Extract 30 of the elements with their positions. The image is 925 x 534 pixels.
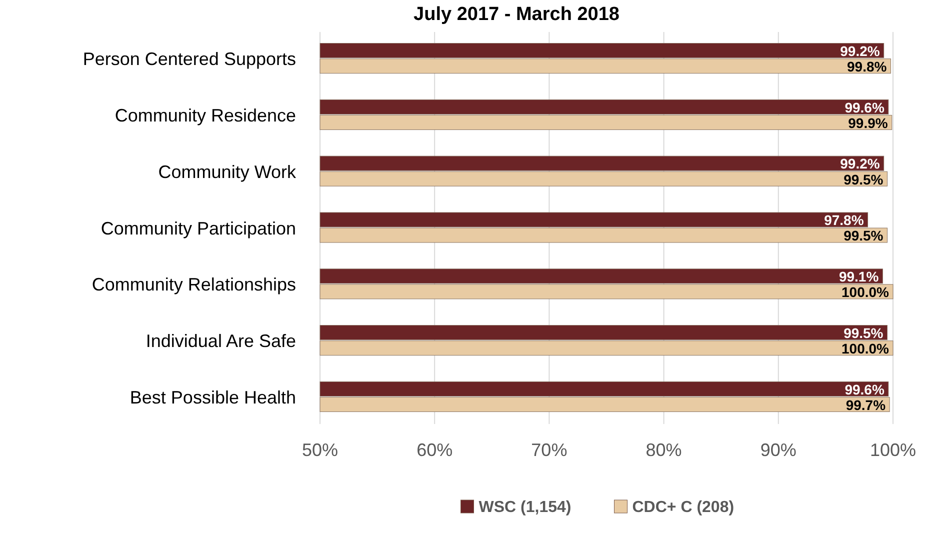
x-tick-label: 100%	[870, 440, 916, 460]
data-label: 99.2%	[840, 156, 880, 172]
data-label: 99.5%	[844, 228, 884, 244]
data-label: 99.6%	[844, 99, 885, 116]
data-label: 99.6%	[844, 381, 885, 398]
data-label: 99.5%	[844, 324, 884, 341]
data-label: 99.5%	[844, 171, 884, 188]
y-tick-label: Person Centered Supports	[82, 49, 296, 70]
data-label: 100.0%	[842, 340, 890, 356]
legend-label: CDC+ C (208)	[632, 499, 734, 516]
y-tick-label: Community Work	[158, 162, 297, 182]
legend-label: WSC (1,154)	[478, 499, 572, 516]
data-label: 99.8%	[847, 58, 888, 74]
x-tick-label: 60%	[416, 440, 453, 460]
y-tick-label: Best Possible Health	[130, 388, 296, 408]
data-label: 99.9%	[848, 114, 888, 131]
data-label: 99.2%	[840, 42, 880, 59]
y-tick-label: Individual Are Safe	[146, 331, 296, 352]
data-label: 100.0%	[842, 284, 890, 300]
y-tick-label: Community Participation	[100, 218, 296, 238]
y-tick-label: Community Residence	[114, 105, 296, 126]
data-label: 97.8%	[824, 212, 864, 228]
x-tick-label: 90%	[760, 440, 796, 460]
x-tick-label: 70%	[531, 440, 568, 460]
x-tick-label: 80%	[646, 440, 682, 460]
data-label: 99.7%	[846, 396, 886, 413]
x-tick-label: 50%	[302, 440, 338, 460]
chart-title: July 2017 - March 2018	[414, 4, 620, 25]
data-label: 99.1%	[838, 268, 880, 285]
y-tick-label: Community Relationships	[92, 274, 296, 295]
